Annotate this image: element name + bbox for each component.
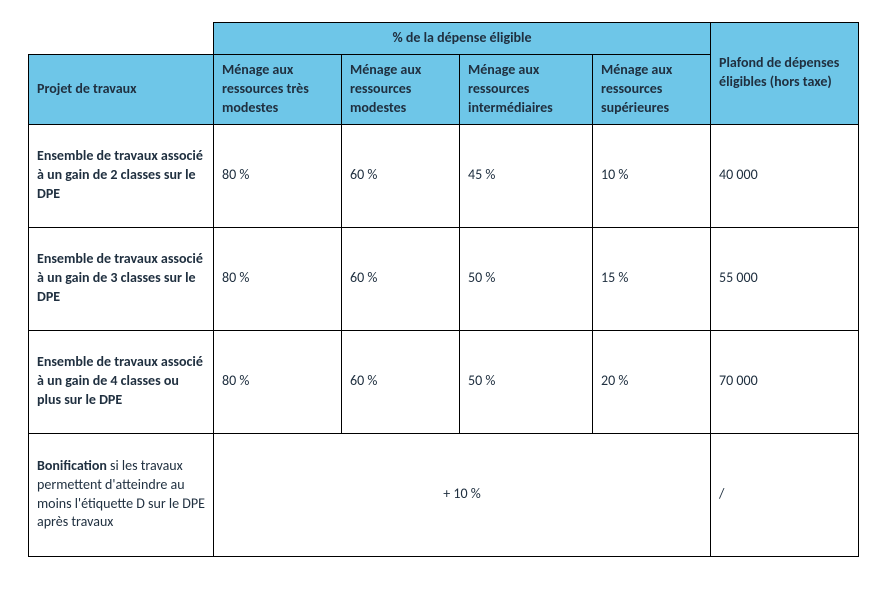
cell-modestes: 60 % — [342, 330, 460, 433]
table-row: Ensemble de travaux associé à un gain de… — [29, 124, 859, 227]
bonus-value: + 10 % — [214, 433, 711, 556]
eligibility-table: % de la dépense éligible Plafond de dépe… — [28, 22, 859, 557]
header-plafond: Plafond de dépenses éligibles (hors taxe… — [711, 23, 859, 125]
cell-plafond: 40 000 — [711, 124, 859, 227]
header-tres-modestes: Ménage aux ressources très modestes — [214, 54, 342, 124]
cell-superieures: 20 % — [593, 330, 711, 433]
row-label: Ensemble de travaux associé à un gain de… — [29, 227, 214, 330]
cell-plafond: 55 000 — [711, 227, 859, 330]
table-row: Ensemble de travaux associé à un gain de… — [29, 227, 859, 330]
row-label: Ensemble de travaux associé à un gain de… — [29, 330, 214, 433]
header-intermediaires: Ménage aux ressources intermédiaires — [460, 54, 593, 124]
bonus-label-bold: Bonification — [37, 457, 107, 474]
cell-superieures: 10 % — [593, 124, 711, 227]
cell-tres-modestes: 80 % — [214, 227, 342, 330]
header-superieures: Ménage aux ressources supérieures — [593, 54, 711, 124]
header-modestes: Ménage aux ressources modestes — [342, 54, 460, 124]
bonus-plafond: / — [711, 433, 859, 556]
row-label: Ensemble de travaux associé à un gain de… — [29, 124, 214, 227]
cell-intermediaires: 50 % — [460, 227, 593, 330]
cell-intermediaires: 50 % — [460, 330, 593, 433]
cell-superieures: 15 % — [593, 227, 711, 330]
bonus-row: Bonification si les travaux permettent d… — [29, 433, 859, 556]
cell-modestes: 60 % — [342, 227, 460, 330]
cell-tres-modestes: 80 % — [214, 124, 342, 227]
header-project: Projet de travaux — [29, 54, 214, 124]
header-pct-group: % de la dépense éligible — [214, 23, 711, 55]
bonus-label: Bonification si les travaux permettent d… — [29, 433, 214, 556]
cell-intermediaires: 45 % — [460, 124, 593, 227]
cell-modestes: 60 % — [342, 124, 460, 227]
cell-tres-modestes: 80 % — [214, 330, 342, 433]
spacer-top-left — [29, 23, 214, 55]
table-row: Ensemble de travaux associé à un gain de… — [29, 330, 859, 433]
cell-plafond: 70 000 — [711, 330, 859, 433]
